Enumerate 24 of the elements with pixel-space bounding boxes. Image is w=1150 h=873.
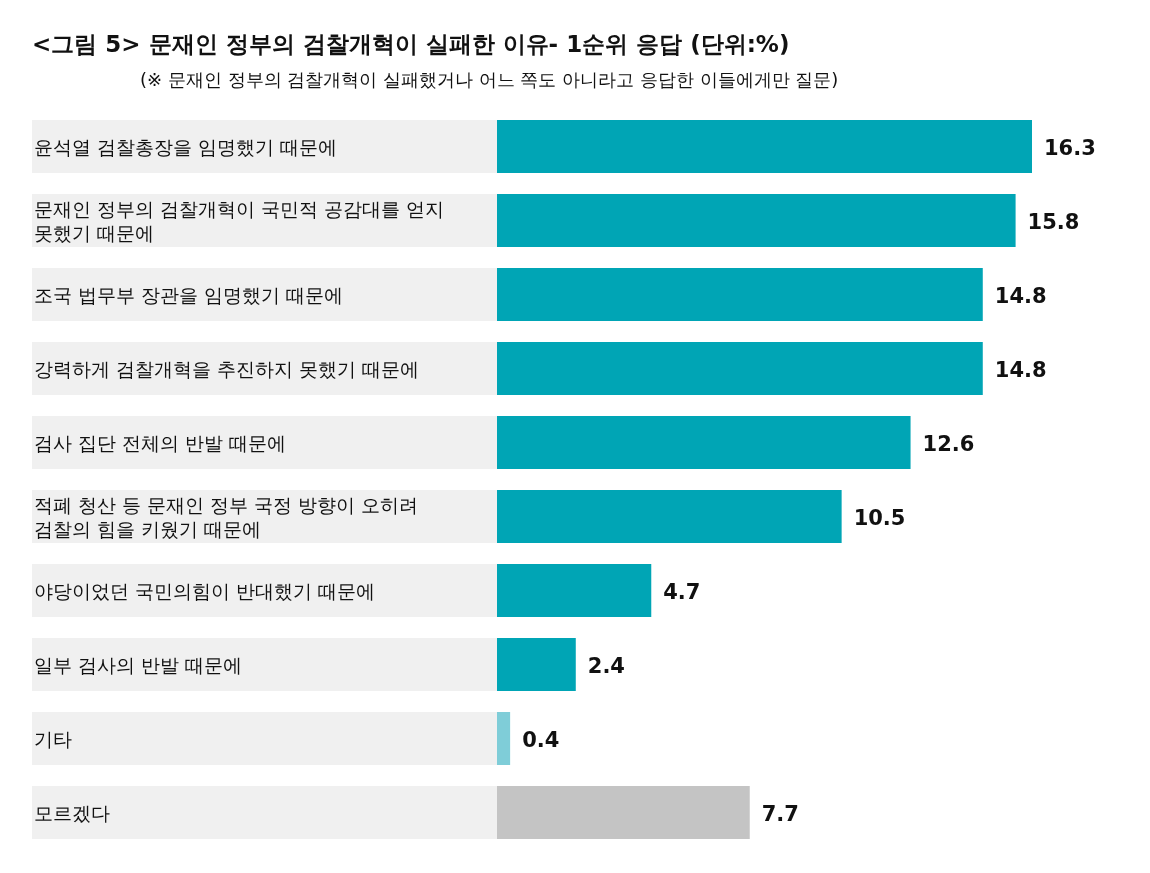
bar <box>497 712 511 765</box>
data-label: 0.4 <box>522 727 560 752</box>
data-label: 12.6 <box>922 431 975 456</box>
data-label: 16.3 <box>1044 135 1096 160</box>
y-tick-label: 문재인 정부의 검찰개혁이 국민적 공감대를 얻지 못했기 때문에 <box>34 197 445 244</box>
data-label: 2.4 <box>587 653 625 678</box>
y-tick-label: 윤석열 검찰총장을 임명했기 때문에 <box>34 135 338 158</box>
chart-subtitle: (※ 문재인 정부의 검찰개혁이 실패했거나 어느 쪽도 아니라고 응답한 이들에게만 질문) <box>140 69 839 90</box>
data-label: 15.8 <box>1027 209 1080 234</box>
bar <box>497 638 576 691</box>
y-tick-label: 야당이었던 국민의힘이 반대했기 때문에 <box>34 579 376 602</box>
y-tick-label: 기타 <box>34 727 72 750</box>
y-tick-label: 검사 집단 전체의 반발 때문에 <box>34 431 287 454</box>
data-label: 14.8 <box>994 357 1047 382</box>
y-tick-label: 일부 검사의 반발 때문에 <box>34 653 243 676</box>
y-tick-label: 적폐 청산 등 문재인 정부 국정 방향이 오히려 검찰의 힘을 키웠기 때문에 <box>34 493 419 540</box>
y-tick-label: 모르겠다 <box>34 801 110 824</box>
chart-title: <그림 5> 문재인 정부의 검찰개혁이 실패한 이유- 1순위 응답 (단위:%) <box>32 31 790 57</box>
data-label: 7.7 <box>761 801 799 826</box>
y-tick-label: 강력하게 검찰개혁을 추진하지 못했기 때문에 <box>34 357 420 380</box>
data-label: 10.5 <box>853 505 906 530</box>
y-tick-label: 조국 법무부 장관을 임명했기 때문에 <box>34 283 344 306</box>
data-label: 14.8 <box>994 283 1047 308</box>
data-label: 4.7 <box>663 579 701 604</box>
